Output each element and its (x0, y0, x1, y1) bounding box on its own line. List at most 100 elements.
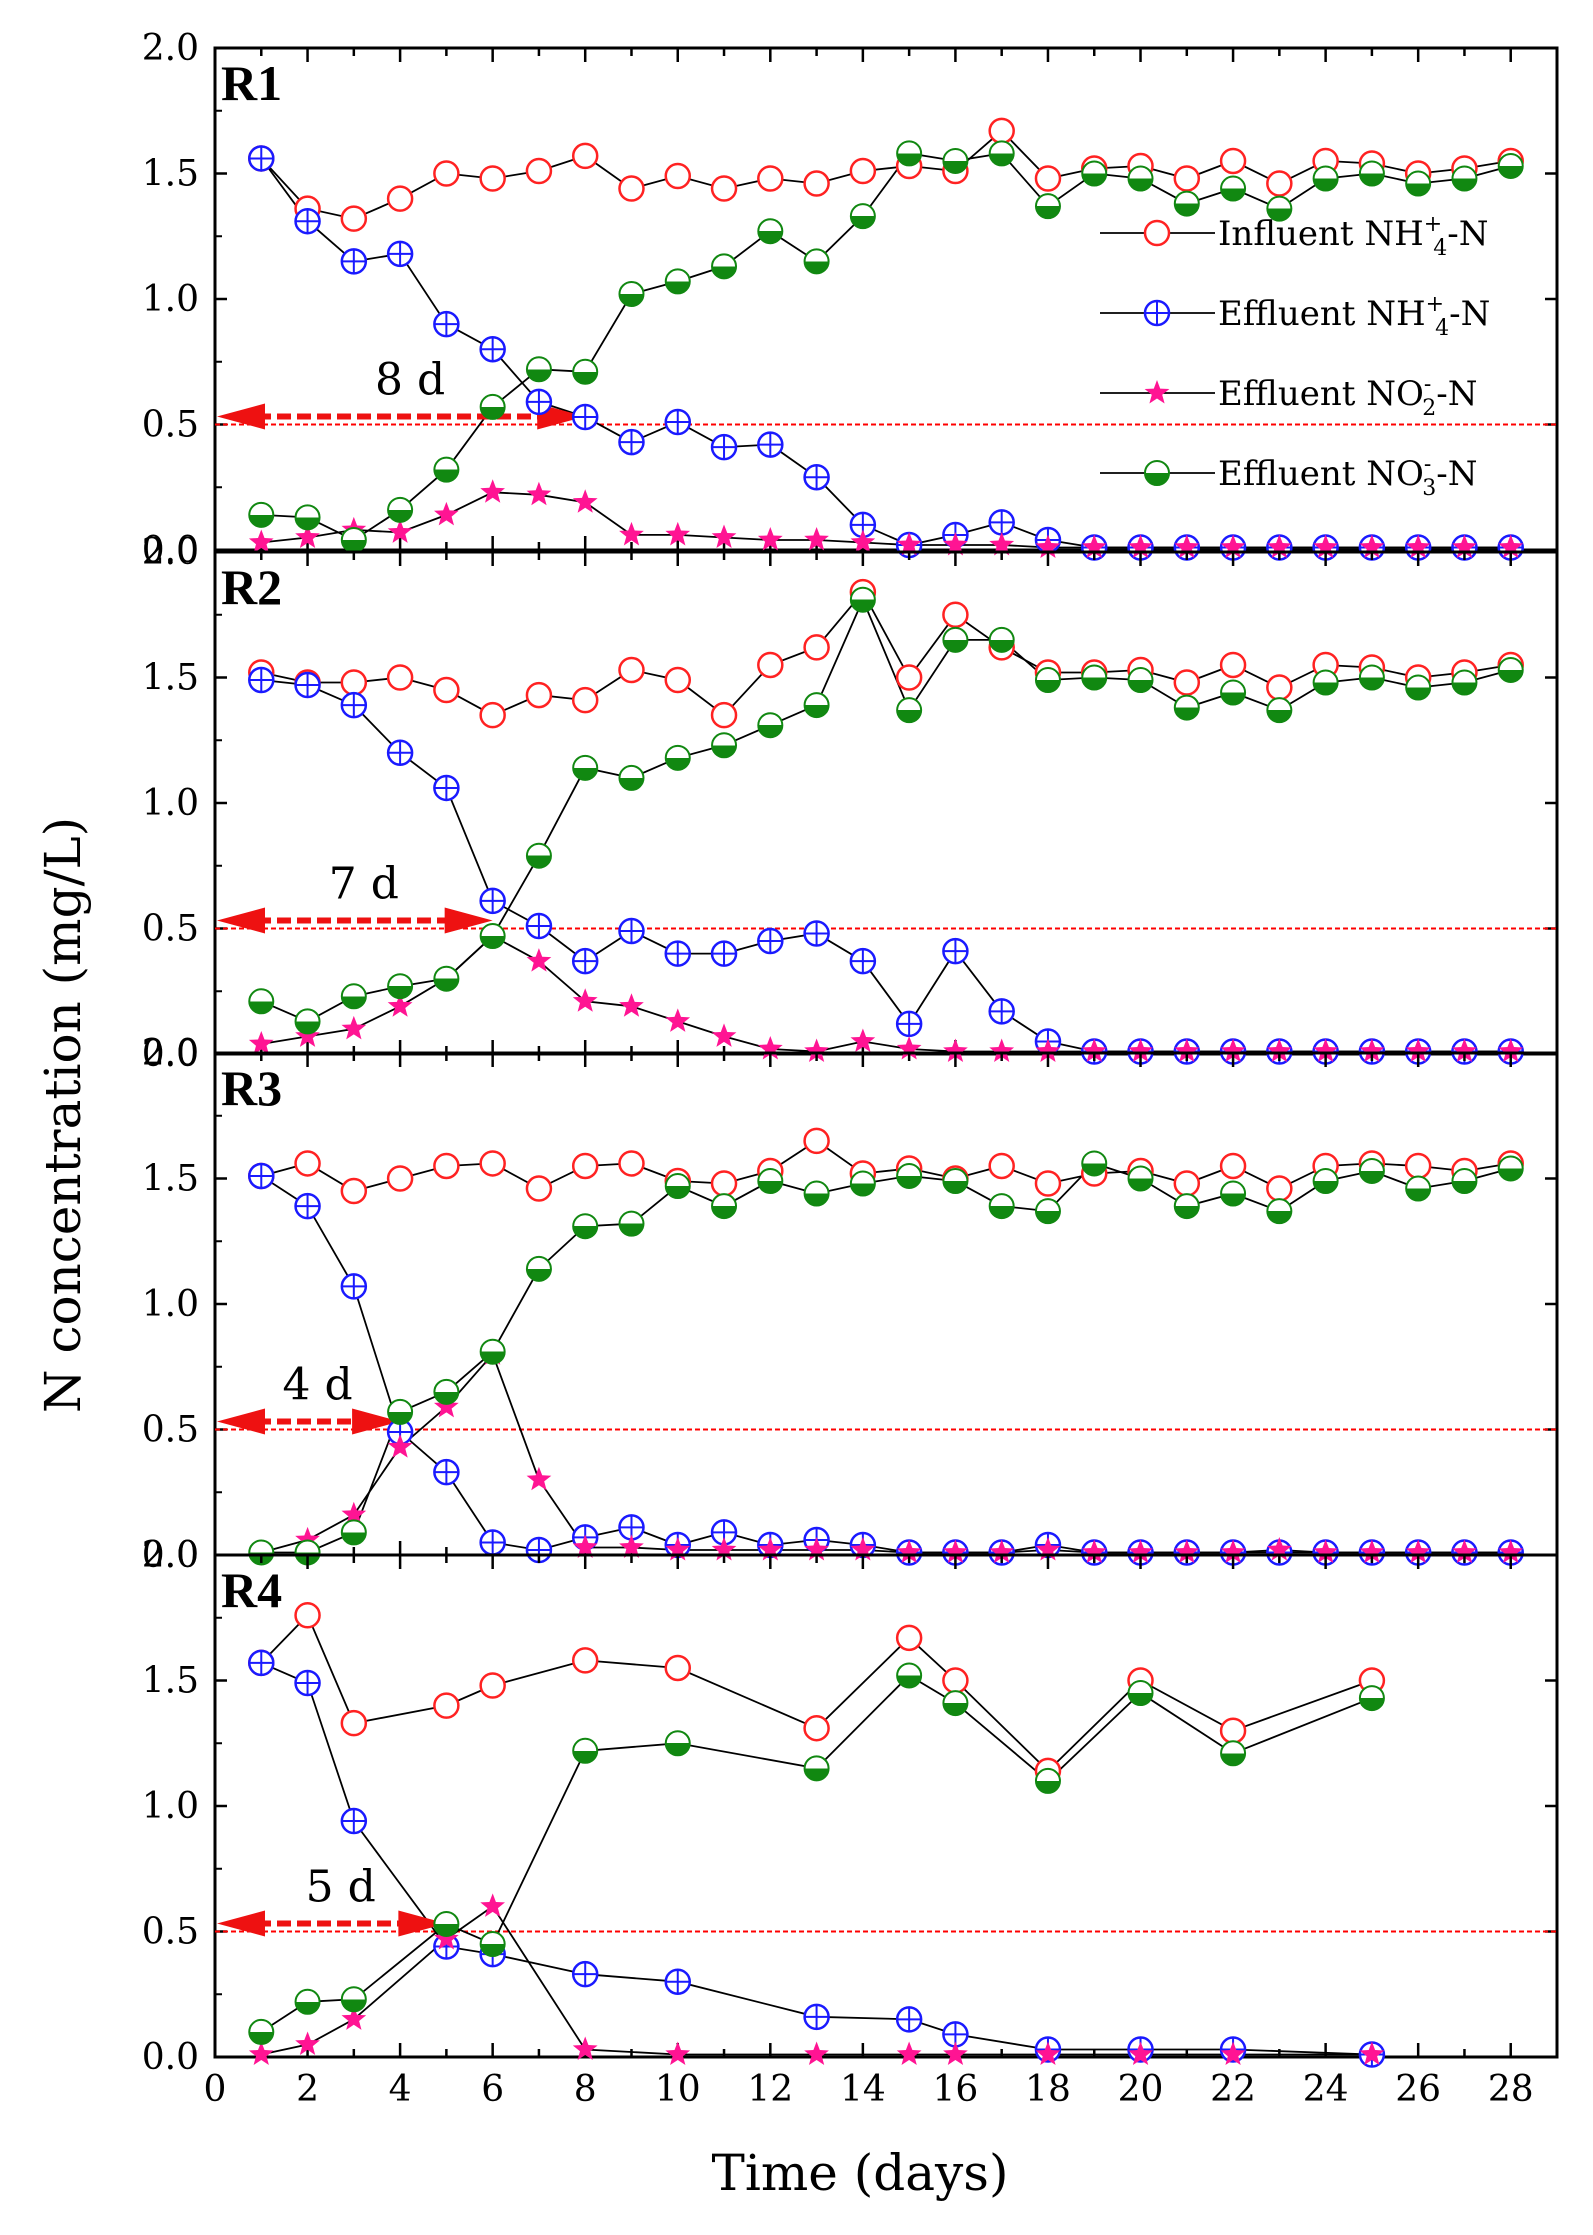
data-point (340, 205, 368, 232)
data-point (1219, 1152, 1247, 1180)
data-point (757, 1537, 783, 1561)
legend: Influent NH+ 4-N Effluent NH+ 4-N Effluent N… (1100, 212, 1490, 501)
y-tick-label: 0.0 (142, 2037, 199, 2078)
data-point (664, 408, 692, 436)
data-point (803, 1180, 830, 1207)
data-point (1358, 664, 1385, 691)
plot-layer: 0.0 0.5 1.0 1.5 2.0 8 d R1 Influent NH+ 4-N Efflu… (142, 28, 1559, 2110)
data-point (1174, 1038, 1200, 1062)
data-point (757, 527, 783, 551)
data-point (665, 521, 691, 546)
data-point (1081, 1150, 1108, 1177)
x-tick-label: 4 (389, 2069, 412, 2110)
data-point (757, 218, 784, 245)
data-point (386, 664, 414, 691)
data-point (386, 185, 414, 212)
data-point (572, 1737, 599, 1764)
series-markers-effluent_nh4 (248, 666, 1524, 1065)
data-point (989, 532, 1015, 556)
data-point (294, 1150, 321, 1177)
data-point (434, 501, 459, 526)
data-point (525, 388, 553, 416)
series-line-effluent_nh4 (260, 1662, 1372, 2056)
data-point (433, 1692, 460, 1719)
data-point (340, 669, 368, 696)
data-point (1081, 1539, 1107, 1563)
y-tick-label: 1.5 (142, 1159, 199, 1200)
data-point (387, 1398, 414, 1425)
data-point (433, 965, 460, 992)
data-point (1081, 534, 1107, 558)
y-tick-label: 0.5 (142, 1410, 199, 1451)
panel-frame (213, 1051, 1559, 1557)
data-point (1220, 175, 1247, 202)
data-point (1359, 1038, 1385, 1062)
data-point (340, 526, 367, 553)
data-point (1313, 1539, 1338, 1563)
data-point (526, 1466, 552, 1491)
data-point (479, 335, 506, 363)
data-point (757, 1036, 783, 1060)
data-point (711, 1193, 738, 1220)
panel-r2: 0.0 0.5 1.0 1.5 2.0 7 d R2 (142, 532, 1559, 1075)
data-point (804, 1038, 829, 1062)
data-point (989, 1038, 1015, 1062)
startup-arrow (217, 1910, 447, 1937)
data-point (804, 1537, 829, 1561)
y-tick-label: 0.0 (142, 530, 199, 571)
data-point (1081, 160, 1108, 187)
data-point (1267, 1537, 1292, 1561)
data-point (664, 1730, 691, 1757)
legend-label: Influent NH+ 4-N (1218, 212, 1488, 261)
data-point (803, 1714, 830, 1742)
data-point (340, 1709, 368, 1737)
data-point (896, 697, 923, 724)
data-point (1034, 1198, 1061, 1225)
data-point (1127, 1680, 1154, 1707)
startup-days-label: 7 d (329, 859, 399, 910)
data-point (895, 1624, 923, 1652)
x-tick-label: 0 (204, 2069, 227, 2110)
data-point (294, 1601, 321, 1629)
y-tick-label: 0.5 (142, 909, 199, 950)
data-point (1312, 165, 1339, 192)
data-point (1266, 195, 1293, 222)
data-point (804, 2041, 829, 2065)
series-markers-effluent_no2 (248, 479, 1524, 558)
data-point (526, 481, 552, 506)
data-point (295, 2031, 320, 2055)
data-point (896, 1036, 922, 1060)
data-point (711, 1537, 737, 1561)
data-point (571, 1960, 599, 1988)
data-point (1451, 165, 1478, 192)
legend-marker (1143, 299, 1171, 327)
data-point (572, 1534, 598, 1558)
panel-frame (213, 550, 1559, 1056)
data-point (295, 524, 320, 548)
data-point (943, 2041, 968, 2065)
data-point (295, 1526, 320, 1551)
panel-label: R2 (221, 559, 282, 615)
data-point (248, 145, 275, 172)
data-point (849, 1170, 876, 1197)
data-point (480, 1893, 505, 1917)
series-line-influent_nh4 (260, 1613, 1373, 1773)
panel-r1: 0.0 0.5 1.0 1.5 2.0 8 d R1 Influent NH+ 4-N Efflu… (142, 28, 1559, 571)
data-point (1358, 1157, 1385, 1184)
data-point (571, 1152, 599, 1180)
data-point (711, 732, 738, 759)
data-point (619, 993, 644, 1017)
data-point (479, 165, 506, 192)
data-point (434, 1926, 459, 1950)
data-point (1128, 534, 1153, 558)
data-point (942, 937, 969, 965)
y-tick-label: 1.0 (142, 1786, 199, 1827)
data-point (942, 1690, 969, 1717)
data-point (850, 1028, 876, 1052)
data-point (1358, 1685, 1385, 1712)
legend-label: Effluent NH+ 4-N (1218, 292, 1490, 341)
series-line-effluent_no2 (261, 1352, 1511, 1554)
data-point (711, 524, 737, 548)
series-markers-effluent_nh4 (248, 1162, 1524, 1566)
